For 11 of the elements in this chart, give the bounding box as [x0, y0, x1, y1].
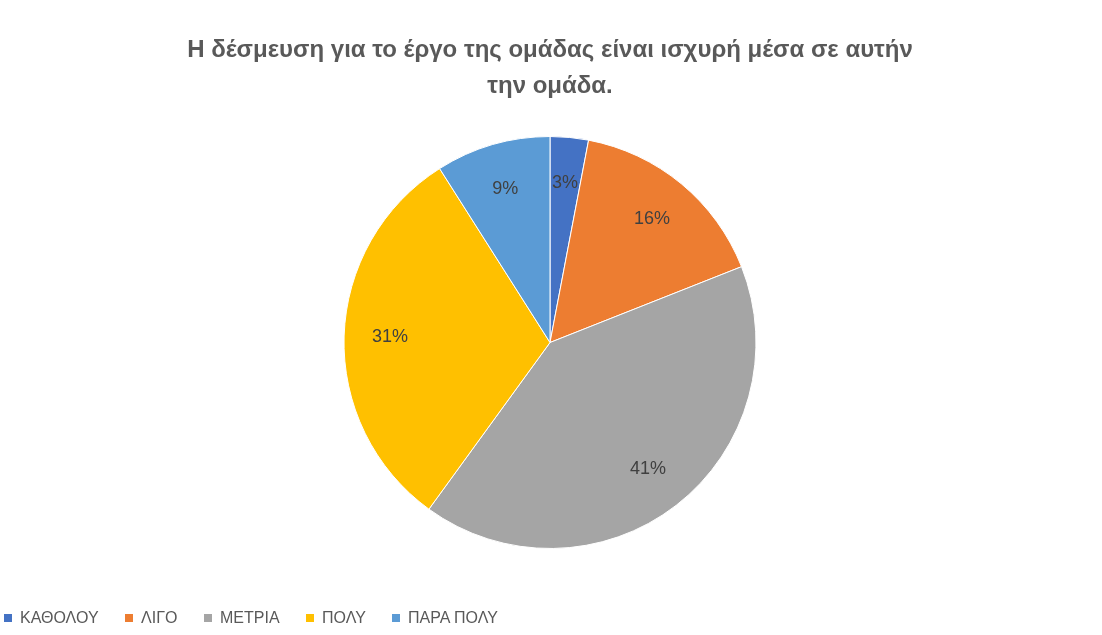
chart-title: Η δέσμευση για το έργο της ομάδας είναι ισχυρή μέσα σε αυτήν την ομάδα.: [187, 35, 913, 98]
data-label: 16%: [633, 208, 670, 229]
data-label: 9%: [492, 177, 519, 198]
legend-label: ΠΑΡΑ ΠΟΛΥ: [408, 609, 499, 626]
legend-label: ΜΕΤΡΙΑ: [220, 609, 280, 626]
data-label: 41%: [630, 457, 667, 478]
data-label: 31%: [372, 326, 409, 347]
data-label: 3%: [552, 172, 579, 193]
legend-label: ΚΑΘΟΛΟΥ: [20, 609, 99, 626]
legend-label: ΠΟΛΥ: [322, 609, 367, 626]
legend-label: ΛΙΓΟ: [141, 609, 178, 626]
